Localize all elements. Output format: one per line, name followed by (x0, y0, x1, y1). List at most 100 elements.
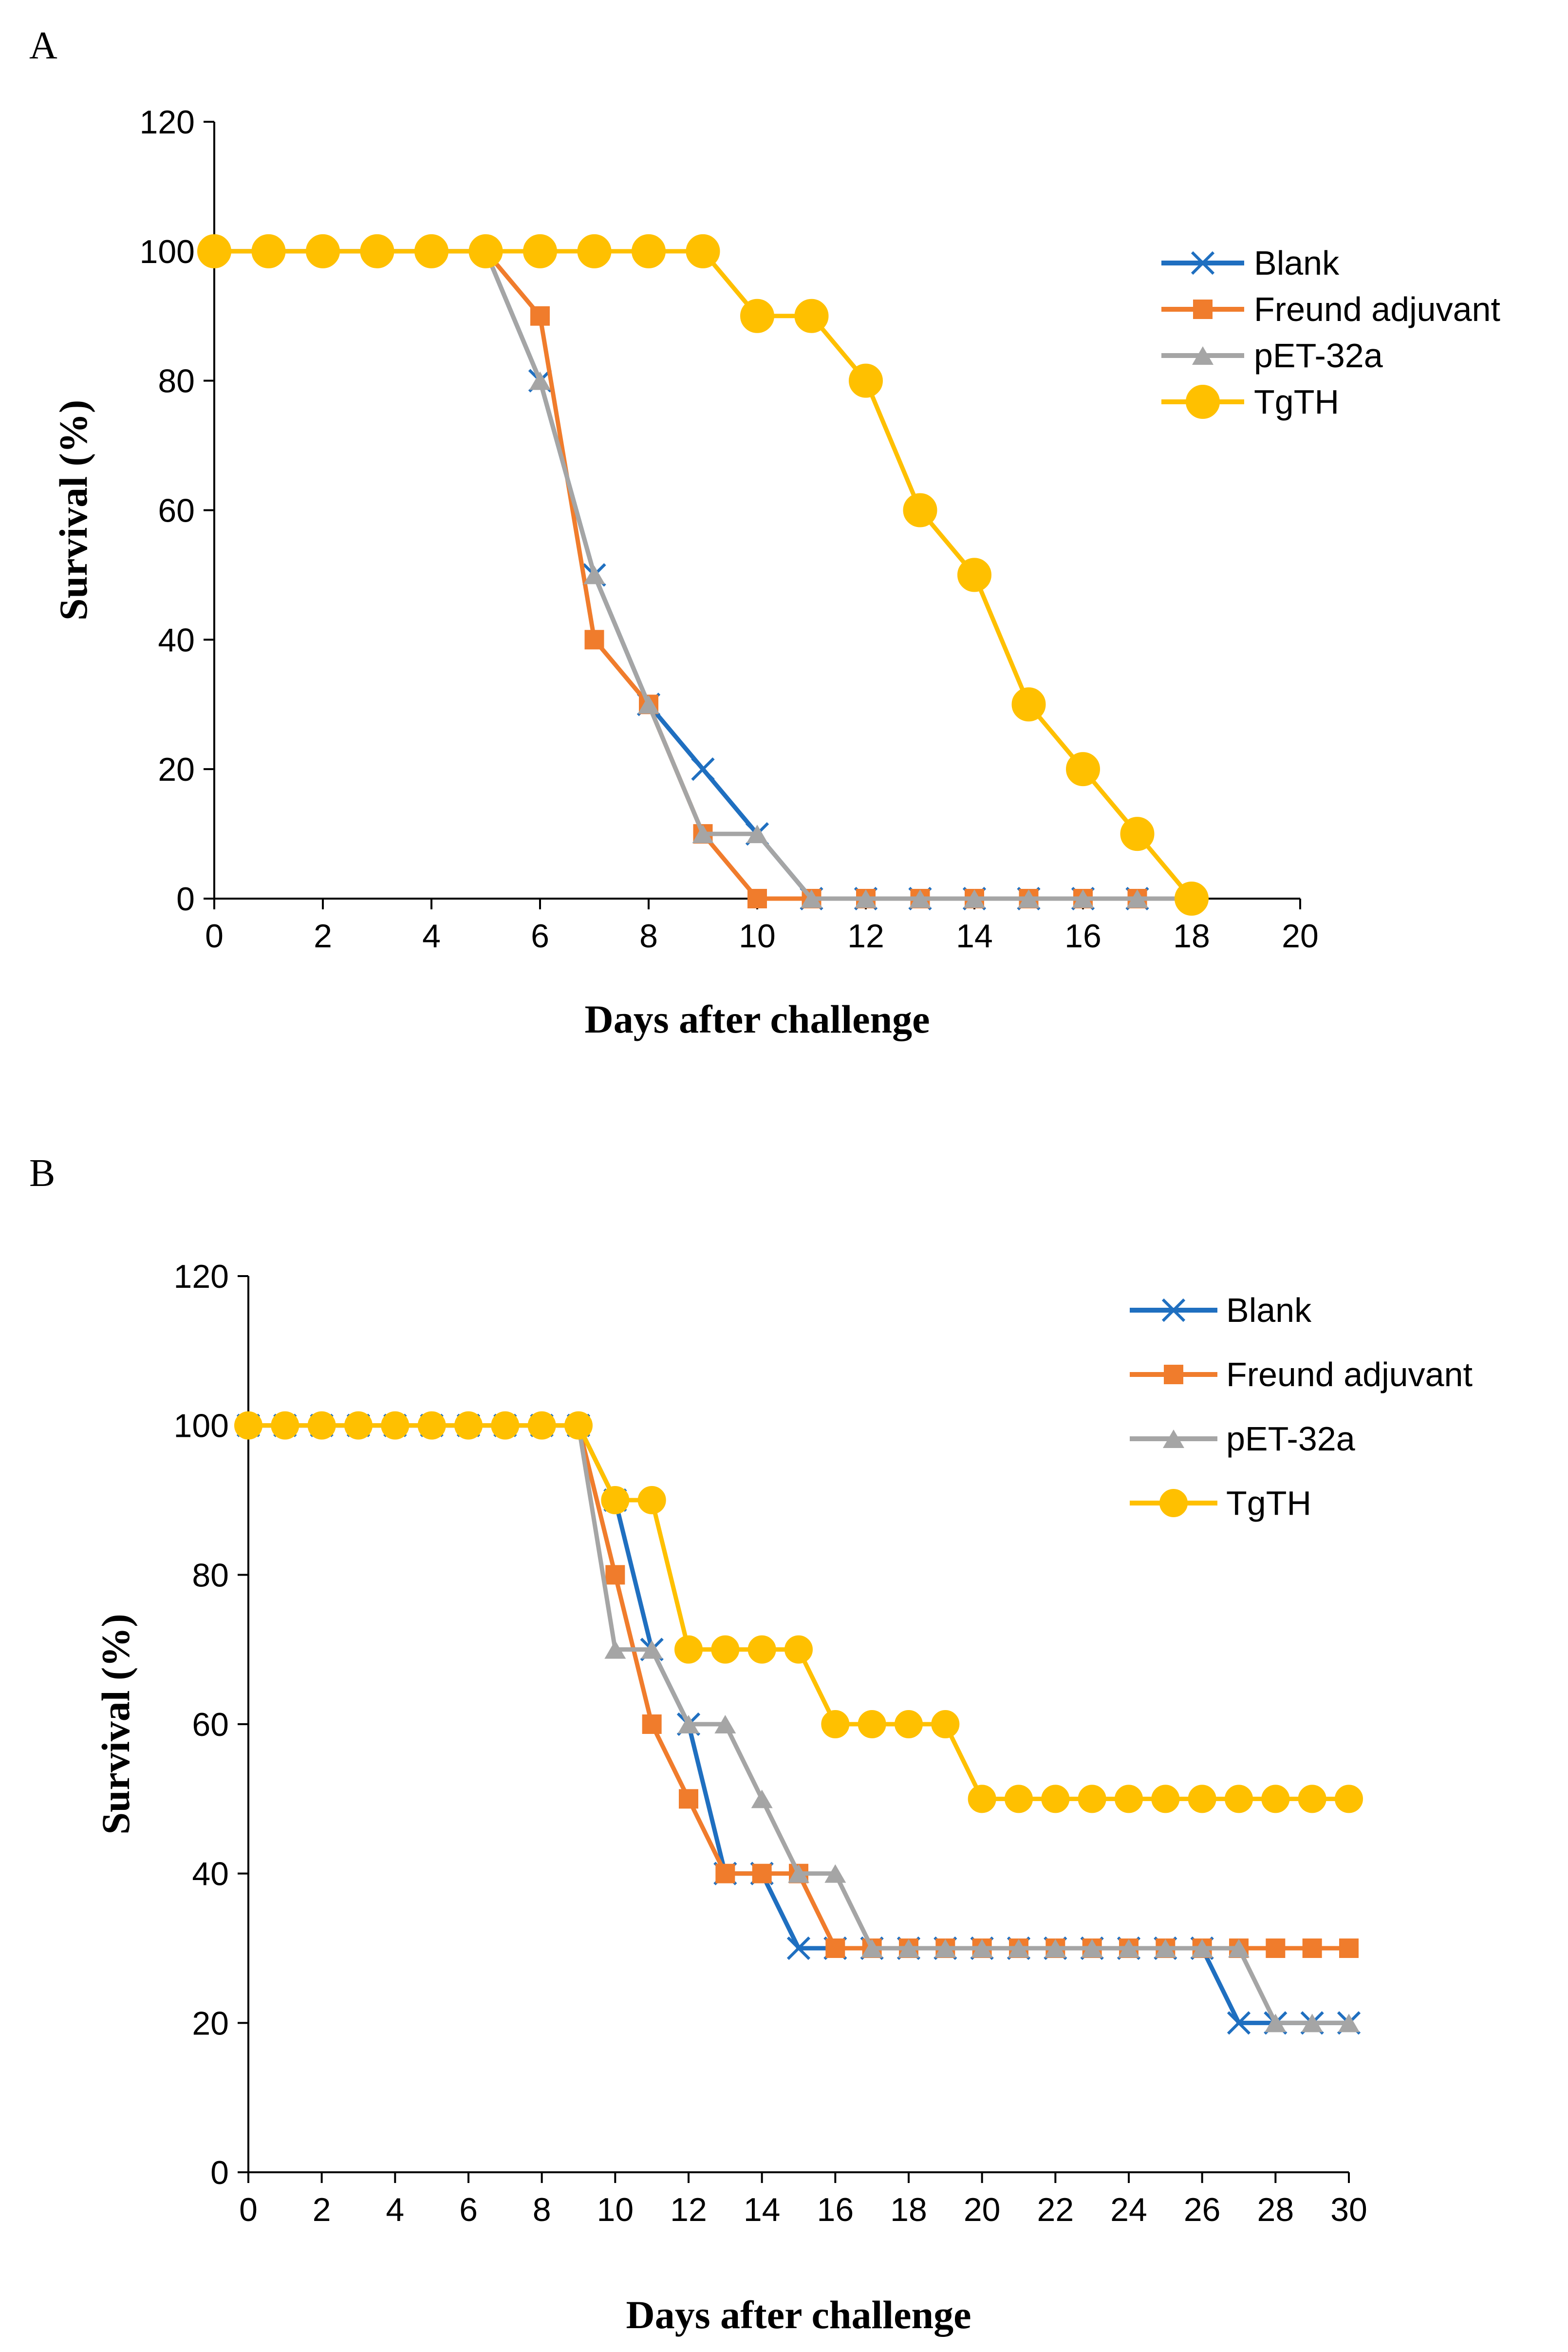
data-point (678, 1715, 699, 1733)
legend-marker (1193, 300, 1213, 319)
data-point (1338, 2013, 1360, 2032)
data-point (752, 1863, 772, 1883)
x-tick-label: 12 (847, 918, 884, 955)
x-axis-title: Days after challenge (584, 997, 930, 1041)
data-point (1227, 2011, 1251, 2035)
data-point (1266, 1938, 1286, 1958)
data-point (849, 363, 883, 398)
legend-item: pET-32a (1161, 337, 1383, 375)
data-point (1261, 1785, 1290, 1813)
y-tick-label: 120 (140, 104, 195, 141)
data-point (1155, 1939, 1176, 1957)
y-tick-label: 100 (140, 233, 195, 270)
data-point (417, 1411, 446, 1440)
y-tick-label: 120 (174, 1258, 229, 1295)
legend-item: pET-32a (1130, 1420, 1355, 1458)
x-tick-label: 30 (1330, 2191, 1367, 2228)
y-tick-label: 80 (192, 1557, 229, 1594)
legend-item: Blank (1130, 1291, 1312, 1329)
series-tgth (234, 1411, 1363, 1813)
data-point (583, 565, 605, 584)
data-point (1081, 1939, 1103, 1957)
x-tick-label: 16 (817, 2191, 854, 2228)
x-tick-label: 0 (239, 2191, 258, 2228)
data-point (584, 630, 604, 650)
x-tick-label: 18 (1173, 918, 1210, 955)
series-pet-32a (238, 1416, 1360, 2032)
legend-label: TgTH (1226, 1484, 1311, 1522)
data-point (747, 825, 768, 844)
y-tick-label: 80 (158, 363, 195, 400)
series-line (248, 1423, 1349, 2025)
series-freund-adjuvant (205, 241, 1201, 908)
data-point (1005, 1785, 1033, 1813)
legend-label: pET-32a (1226, 1420, 1355, 1458)
data-point (306, 234, 340, 268)
x-tick-label: 2 (313, 2191, 331, 2228)
data-point (957, 558, 991, 592)
data-point (468, 234, 503, 268)
data-point (1072, 889, 1094, 908)
y-tick-label: 20 (192, 2005, 229, 2042)
x-tick-label: 4 (386, 2191, 404, 2228)
data-point (414, 234, 448, 268)
data-point (679, 1789, 698, 1809)
legend-marker (1191, 251, 1215, 275)
data-point (527, 1411, 556, 1440)
legend-item: Freund adjuvant (1161, 290, 1500, 328)
x-tick-label: 16 (1064, 918, 1101, 955)
data-point (1302, 1938, 1322, 1958)
x-tick-label: 10 (597, 2191, 634, 2228)
x-tick-label: 14 (744, 2191, 781, 2228)
series-line (214, 249, 1192, 901)
y-tick-label: 60 (192, 1706, 229, 1743)
x-tick-label: 24 (1110, 2191, 1147, 2228)
data-point (1298, 1785, 1326, 1813)
x-tick-label: 20 (1282, 918, 1319, 955)
legend-label: Freund adjuvant (1254, 290, 1500, 328)
panel-label: A (29, 24, 57, 67)
data-point (691, 757, 715, 781)
y-tick-label: 60 (158, 492, 195, 529)
legend-label: Blank (1254, 244, 1340, 282)
data-point (1191, 1939, 1213, 1957)
data-point (714, 1715, 736, 1733)
series-line (214, 249, 1194, 900)
series-tgth (197, 234, 1209, 916)
x-tick-label: 18 (890, 2191, 927, 2228)
legend-marker (1164, 1365, 1183, 1384)
legend-item: Blank (1161, 244, 1340, 282)
data-point (971, 1939, 993, 1957)
x-tick-label: 10 (739, 918, 776, 955)
data-point (825, 1938, 845, 1958)
data-point (1265, 2013, 1287, 2032)
series-blank (202, 239, 1204, 911)
legend-label: Blank (1226, 1291, 1312, 1329)
x-tick-label: 14 (956, 918, 993, 955)
data-point (1118, 1939, 1139, 1957)
x-tick-label: 0 (205, 918, 224, 955)
legend-label: TgTH (1254, 383, 1339, 421)
data-point (968, 1785, 996, 1813)
data-point (454, 1411, 483, 1440)
data-point (251, 234, 286, 268)
data-point (931, 1710, 960, 1738)
data-point (1115, 1785, 1143, 1813)
x-tick-label: 8 (533, 2191, 551, 2228)
data-point (1339, 1938, 1359, 1958)
series-line (214, 249, 1192, 901)
data-point (751, 1789, 773, 1808)
data-point (577, 234, 612, 268)
y-tick-label: 0 (176, 881, 195, 918)
data-point (234, 1411, 262, 1440)
data-point (855, 889, 877, 908)
legend-item: TgTH (1161, 383, 1339, 421)
legend: Blank Freund adjuvant pET-32a TgTH (1161, 244, 1500, 421)
data-point (740, 299, 774, 333)
x-tick-label: 12 (670, 2191, 707, 2228)
data-point (641, 1640, 663, 1659)
legend-item: Freund adjuvant (1130, 1355, 1473, 1393)
data-point (711, 1635, 740, 1664)
series-blank (236, 1413, 1361, 2035)
